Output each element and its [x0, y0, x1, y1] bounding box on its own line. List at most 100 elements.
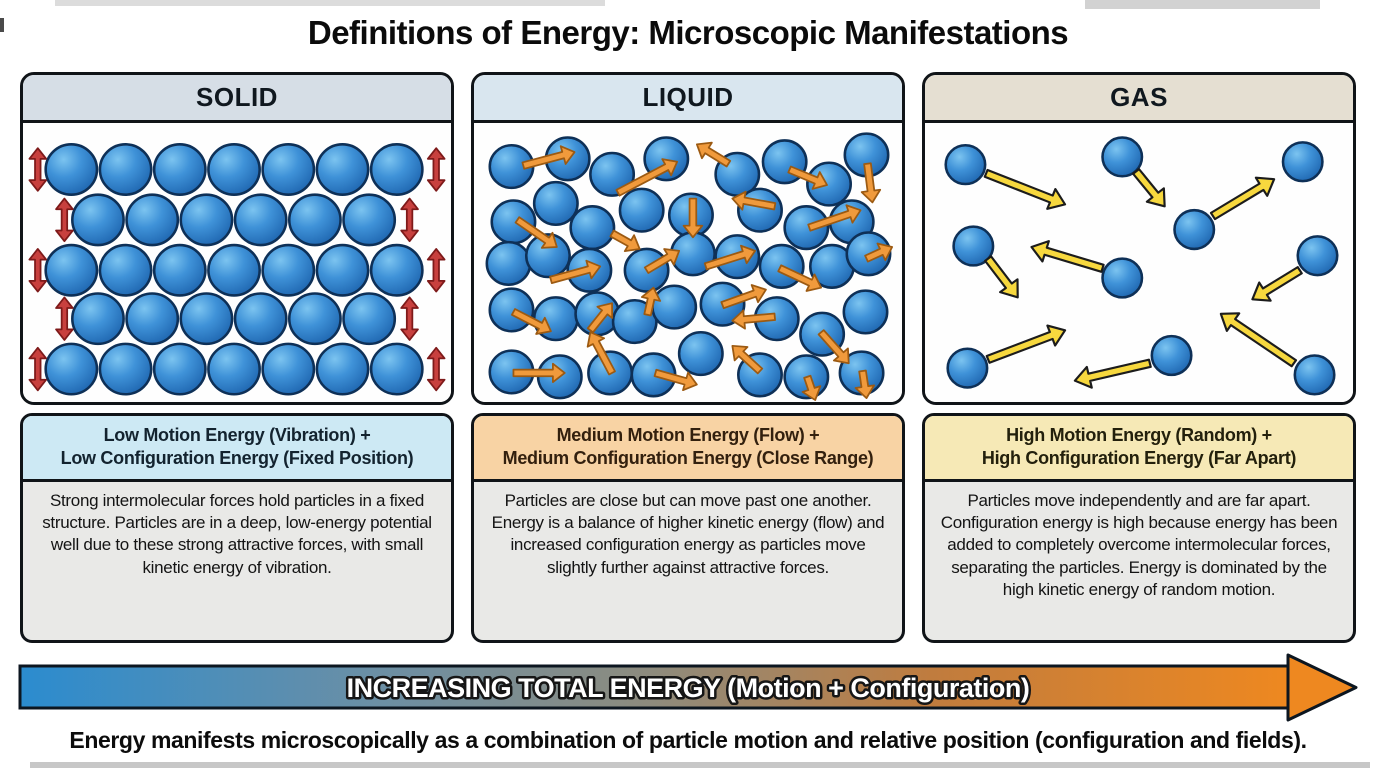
motion-arrow-icon: [983, 168, 1067, 210]
vibration-arrow-icon: [28, 346, 48, 392]
motion-arrow-icon: [1030, 240, 1105, 273]
motion-arrow-icon: [510, 308, 552, 335]
motion-arrow-icon: [984, 255, 1019, 299]
vibration-arrow-icon: [426, 147, 446, 192]
solid-particle: [207, 143, 261, 196]
gas-particle: [952, 225, 995, 267]
solid-particle: [369, 342, 424, 396]
motion-arrow-icon: [643, 248, 681, 274]
motion-arrow-icon: [703, 244, 756, 271]
solid-particle: [233, 193, 288, 247]
solid-particle: [71, 193, 125, 247]
motion-arrow-icon: [615, 158, 679, 197]
liquid-particle: [569, 205, 616, 251]
gas-particles-figure: [925, 123, 1353, 402]
solid-particle: [152, 243, 207, 297]
solid-particle: [98, 143, 153, 196]
motion-arrow-icon: [695, 141, 732, 168]
liquid-particle: [485, 240, 532, 287]
gas-particle-panel: GAS: [922, 72, 1356, 405]
solid-particle: [98, 342, 153, 396]
motion-arrow-icon: [731, 309, 776, 330]
solid-particle: [71, 292, 125, 346]
vibration-arrow-icon: [426, 248, 446, 293]
state-columns: SOLID Low Motion Energy (Vibration) + Lo…: [20, 72, 1356, 643]
motion-arrow-icon: [1073, 358, 1152, 389]
solid-particle: [44, 243, 99, 297]
liquid-particle: [842, 289, 889, 335]
solid-particle: [152, 143, 207, 196]
increasing-energy-arrow: INCREASING TOTAL ENERGY (Motion + Config…: [18, 653, 1358, 722]
liquid-particle: [532, 180, 579, 226]
solid-particle: [315, 143, 370, 196]
gas-particle: [1293, 354, 1336, 396]
column-solid: SOLID Low Motion Energy (Vibration) + Lo…: [20, 72, 454, 643]
solid-panel-title: SOLID: [23, 75, 451, 123]
solid-particle: [261, 143, 316, 196]
solid-info-body: Strong intermolecular forces hold partic…: [42, 490, 432, 577]
motion-arrow-icon: [1219, 312, 1298, 368]
gas-panel-title: GAS: [925, 75, 1353, 123]
motion-arrow-icon: [1209, 176, 1276, 221]
solid-particle: [233, 292, 288, 346]
liquid-particle: [589, 151, 636, 197]
solid-particle: [342, 292, 397, 346]
motion-arrow-icon: [817, 329, 850, 365]
solid-particle: [287, 292, 342, 346]
motion-arrow-icon: [682, 197, 704, 239]
vibration-arrow-icon: [55, 296, 74, 341]
solid-particle: [342, 193, 397, 247]
energy-arrow-head-icon: [1286, 653, 1358, 722]
gas-particle: [946, 347, 989, 389]
scan-artifact: [1085, 0, 1320, 9]
motion-arrow-icon: [985, 324, 1067, 364]
liquid-particle: [488, 287, 535, 333]
motion-arrow-icon: [1131, 168, 1166, 208]
liquid-particle-panel: LIQUID: [471, 72, 905, 405]
motion-arrow-icon: [586, 302, 614, 334]
liquid-info-title: Medium Motion Energy (Flow) + Medium Con…: [474, 416, 902, 482]
solid-particle: [179, 292, 234, 346]
liquid-particle: [524, 233, 571, 279]
scan-artifact: [55, 0, 605, 6]
gas-info-box: High Motion Energy (Random) + High Confi…: [922, 413, 1356, 643]
solid-particle: [179, 193, 234, 247]
solid-info-box: Low Motion Energy (Vibration) + Low Conf…: [20, 413, 454, 643]
motion-arrow-icon: [549, 259, 602, 285]
vibration-arrow-icon: [400, 296, 419, 341]
motion-arrow-icon: [512, 362, 566, 384]
scan-artifact: [0, 18, 4, 32]
solid-particle: [261, 243, 316, 297]
motion-arrow-icon: [1251, 266, 1303, 302]
motion-arrow-icon: [731, 344, 764, 375]
gas-particle: [1281, 141, 1324, 183]
motion-arrow-icon: [514, 216, 558, 249]
solid-particle-panel: SOLID: [20, 72, 454, 405]
motion-arrow-icon: [653, 368, 698, 392]
energy-arrow-label: INCREASING TOTAL ENERGY (Motion + Config…: [347, 673, 1030, 703]
motion-arrow-icon: [731, 190, 777, 211]
liquid-particle: [806, 161, 853, 207]
liquid-info-body: Particles are close but can move past on…: [491, 490, 885, 577]
solid-particle: [207, 342, 261, 396]
motion-arrow-icon: [521, 145, 576, 170]
solid-particle: [287, 193, 342, 247]
liquid-particle: [618, 187, 665, 233]
motion-arrow-icon: [860, 162, 882, 204]
bottom-caption: Energy manifests microscopically as a co…: [69, 727, 1307, 753]
liquid-particle: [677, 330, 724, 377]
vibration-arrow-icon: [28, 147, 48, 192]
motion-arrow-icon: [864, 242, 894, 263]
solid-info-title: Low Motion Energy (Vibration) + Low Conf…: [23, 416, 451, 482]
liquid-particle: [783, 205, 830, 251]
solid-particle: [369, 143, 424, 196]
gas-particle: [1101, 136, 1144, 178]
vibration-arrow-icon: [28, 248, 48, 293]
liquid-particle: [651, 284, 698, 330]
gas-particle: [1101, 257, 1144, 299]
motion-arrow-icon: [586, 331, 616, 376]
motion-arrow-icon: [807, 204, 862, 232]
vibration-arrow-icon: [400, 197, 419, 243]
solid-particle: [152, 342, 207, 396]
